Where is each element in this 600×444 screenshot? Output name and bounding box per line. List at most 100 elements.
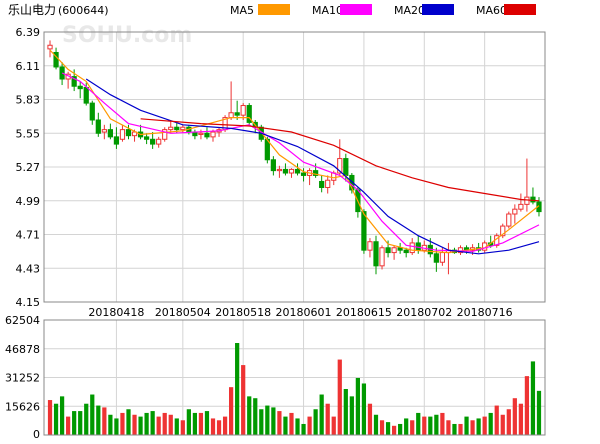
volume-bar (150, 411, 155, 435)
volume-bar (114, 418, 119, 435)
candle-body (433, 253, 439, 263)
volume-bar (210, 418, 216, 435)
volume-bar (373, 414, 379, 435)
volume-bar (482, 416, 487, 435)
candle-body (288, 168, 295, 174)
volume-tick-label: 0 (33, 428, 40, 440)
price-tick-label: 5.55 (16, 127, 41, 140)
candlesticks (47, 40, 542, 275)
volume-bar (404, 418, 409, 435)
volume-bar (66, 416, 71, 435)
volume-bar (488, 412, 493, 435)
volume-tick-label: 46878 (5, 343, 40, 356)
volume-bar (398, 423, 403, 435)
candle-body (282, 168, 289, 174)
candle-body (83, 86, 89, 104)
candle-body (343, 158, 349, 176)
candle-body (234, 112, 240, 116)
candle-body (367, 241, 373, 251)
candle-body (53, 51, 59, 68)
candle-body (150, 138, 156, 145)
volume-bar (379, 420, 385, 435)
volume-bar (337, 359, 342, 435)
legend-label-ma10: MA10 (312, 4, 343, 17)
candle-body (512, 208, 518, 215)
volume-bar (476, 418, 481, 435)
volume-bar (229, 387, 234, 435)
volume-bar (108, 414, 113, 435)
price-tick-label: 4.71 (16, 229, 41, 242)
volume-bar (385, 422, 391, 435)
candle-body (337, 158, 343, 174)
candle-body (300, 172, 307, 176)
volume-bar (59, 396, 65, 435)
volume-bar (132, 414, 137, 435)
volume-tick-label: 31252 (5, 372, 40, 385)
candle-body (319, 180, 325, 188)
stock-name: 乐山电力 (8, 3, 56, 17)
legend-swatch-ma60 (504, 4, 536, 15)
volume-bar (313, 409, 318, 435)
price-tick-label: 4.99 (16, 195, 41, 208)
candle-body (373, 241, 379, 267)
volume-bar (428, 416, 433, 435)
candle-body (500, 225, 506, 237)
legend-swatch-ma20 (422, 4, 454, 15)
candle-body (71, 76, 77, 87)
volume-bar (446, 420, 451, 435)
volume-bar (349, 396, 354, 435)
candle-body (95, 119, 101, 134)
candle-body (270, 159, 276, 172)
volume-bar (295, 418, 300, 435)
volume-bar (355, 377, 360, 435)
volume-bar (500, 414, 505, 435)
volume-bar (102, 407, 107, 435)
price-grid (44, 32, 545, 435)
candle-body (204, 132, 210, 138)
price-tick-label: 4.15 (16, 296, 41, 309)
candle-body (180, 126, 186, 131)
candle-body (125, 129, 132, 137)
volume-bar (494, 405, 499, 435)
candle-body (294, 168, 301, 174)
candle-body (107, 129, 113, 138)
candle-body (228, 112, 234, 119)
volume-bar (198, 412, 204, 435)
volume-bar (174, 418, 179, 435)
volume-bar (222, 416, 228, 435)
candle-body (409, 242, 415, 254)
volume-bar (319, 394, 324, 435)
candle-body (174, 126, 180, 131)
candle-body (77, 85, 83, 90)
volume-bar (216, 420, 222, 435)
candle-body (113, 136, 120, 145)
date-tick-label: 20180716 (457, 306, 513, 319)
volume-bar (470, 420, 475, 435)
legend-label-ma60: MA60 (476, 4, 507, 17)
price-axis: 6.39 6.11 5.83 5.55 5.27 4.99 4.71 4.43 4.15 (16, 26, 41, 309)
volume-bar (301, 423, 306, 435)
volume-bar (271, 407, 276, 435)
candle-body (518, 203, 524, 210)
volume-bar (156, 416, 161, 435)
volume-bar (307, 416, 312, 435)
volume-bar (416, 412, 421, 435)
volume-tick-label: 15626 (5, 400, 40, 413)
volume-bar (410, 420, 415, 435)
volume-bar (253, 398, 258, 435)
candle-body (325, 179, 331, 188)
candle-body (524, 196, 530, 205)
candle-body (506, 213, 512, 227)
candle-body (168, 126, 174, 131)
legend-label-ma20: MA20 (394, 4, 425, 17)
volume-bar (53, 403, 59, 435)
volume-bar (72, 411, 77, 435)
volume-bar (259, 409, 264, 435)
candle-body (47, 44, 53, 50)
volume-tick-label: 62504 (5, 314, 40, 327)
volume-bar (524, 376, 530, 435)
volume-bar (235, 343, 240, 435)
candle-body (143, 136, 150, 140)
volume-bar (512, 398, 517, 435)
